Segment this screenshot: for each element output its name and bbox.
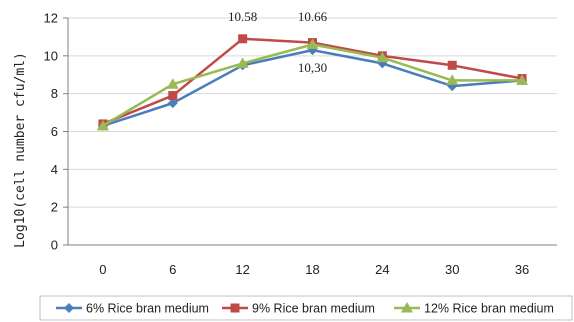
x-tick-label: 36	[515, 262, 529, 277]
x-tick-label: 6	[169, 262, 176, 277]
y-axis-label: Log10(cell number cfu/ml)	[13, 52, 28, 248]
legend-label: 9% Rice bran medium	[252, 302, 375, 316]
series	[96, 34, 529, 131]
data-point	[236, 57, 249, 68]
y-tick-label: 10	[44, 48, 58, 63]
y-tick-label: 8	[51, 86, 58, 101]
legend-item: 6% Rice bran medium	[56, 302, 209, 316]
legend-item: 9% Rice bran medium	[222, 302, 375, 316]
data-point	[96, 119, 109, 131]
x-tick-label: 0	[99, 262, 106, 277]
gridlines	[68, 17, 557, 208]
data-annotation: 10.58	[228, 9, 257, 24]
data-point	[306, 38, 319, 49]
data-point	[166, 78, 179, 89]
legend-label: 6% Rice bran medium	[86, 302, 209, 316]
y-tick-labels: 0 2 4 6 8 10 12	[44, 11, 58, 253]
legend: 6% Rice bran medium 9% Rice bran medium 12…	[56, 302, 554, 316]
y-tick-label: 4	[51, 162, 58, 177]
legend-marker	[64, 303, 74, 313]
axes	[63, 17, 557, 246]
y-tick-label: 0	[51, 238, 58, 253]
series-2	[96, 38, 529, 131]
x-tick-label: 30	[445, 262, 459, 277]
data-point	[238, 34, 248, 44]
data-point	[516, 74, 529, 85]
y-tick-label: 12	[44, 11, 58, 26]
data-point	[446, 74, 459, 85]
data-point	[168, 91, 178, 101]
series-0	[97, 45, 528, 131]
y-tick-label: 2	[51, 200, 58, 215]
y-tick-label: 6	[51, 124, 58, 139]
data-annotation: 10,30	[298, 60, 327, 75]
annotations: 10.58 10.66 10,30	[228, 9, 328, 75]
data-annotation: 10.66	[298, 9, 328, 24]
legend-box	[39, 295, 573, 321]
legend-item: 12% Rice bran medium	[394, 302, 554, 316]
x-tick-label: 18	[305, 262, 319, 277]
x-tick-labels: 0 6 12 18 24 30 36	[99, 262, 529, 277]
data-point	[447, 60, 457, 70]
data-point	[376, 51, 389, 63]
legend-marker	[230, 303, 240, 313]
legend-label: 12% Rice bran medium	[424, 302, 554, 316]
legend-marker	[401, 302, 413, 313]
x-tick-label: 12	[235, 262, 249, 277]
x-tick-label: 24	[375, 262, 389, 277]
data-point	[167, 98, 178, 109]
